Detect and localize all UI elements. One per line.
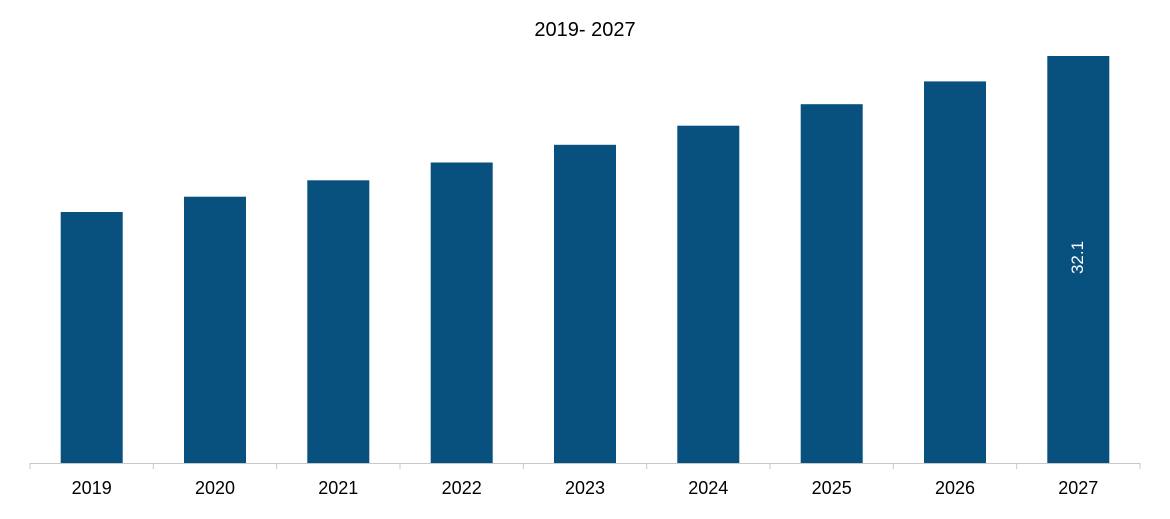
x-tick-label-2027: 2027 bbox=[1058, 478, 1098, 498]
bar-2023 bbox=[554, 144, 616, 464]
chart-title: 2019- 2027 bbox=[534, 19, 635, 41]
bar-2024 bbox=[677, 125, 740, 463]
x-tick-label-2019: 2019 bbox=[72, 478, 112, 498]
x-tick-label-2024: 2024 bbox=[688, 478, 728, 498]
x-tick-label-2021: 2021 bbox=[318, 478, 358, 498]
x-tick-label-2025: 2025 bbox=[812, 478, 852, 498]
x-tick-label-2020: 2020 bbox=[195, 478, 235, 498]
x-tick-label-2022: 2022 bbox=[442, 478, 482, 498]
bar-2019 bbox=[60, 212, 123, 463]
bar-2027 bbox=[1047, 56, 1110, 463]
bar-2022 bbox=[430, 162, 493, 463]
x-tick-labels: 2019 2020 2021 2022 2023 2024 2025 2026 2027 bbox=[72, 478, 1099, 498]
bar-2021 bbox=[307, 180, 370, 464]
data-labels: 32.1 bbox=[1068, 241, 1087, 274]
x-tick-label-2023: 2023 bbox=[565, 478, 605, 498]
bar-2025 bbox=[800, 104, 863, 463]
bar-2026 bbox=[924, 81, 986, 464]
bar-2020 bbox=[184, 196, 246, 463]
data-label-2027: 32.1 bbox=[1068, 241, 1087, 274]
x-tick-label-2026: 2026 bbox=[935, 478, 975, 498]
x-axis bbox=[29, 463, 1141, 469]
bars-layer bbox=[60, 56, 1110, 464]
